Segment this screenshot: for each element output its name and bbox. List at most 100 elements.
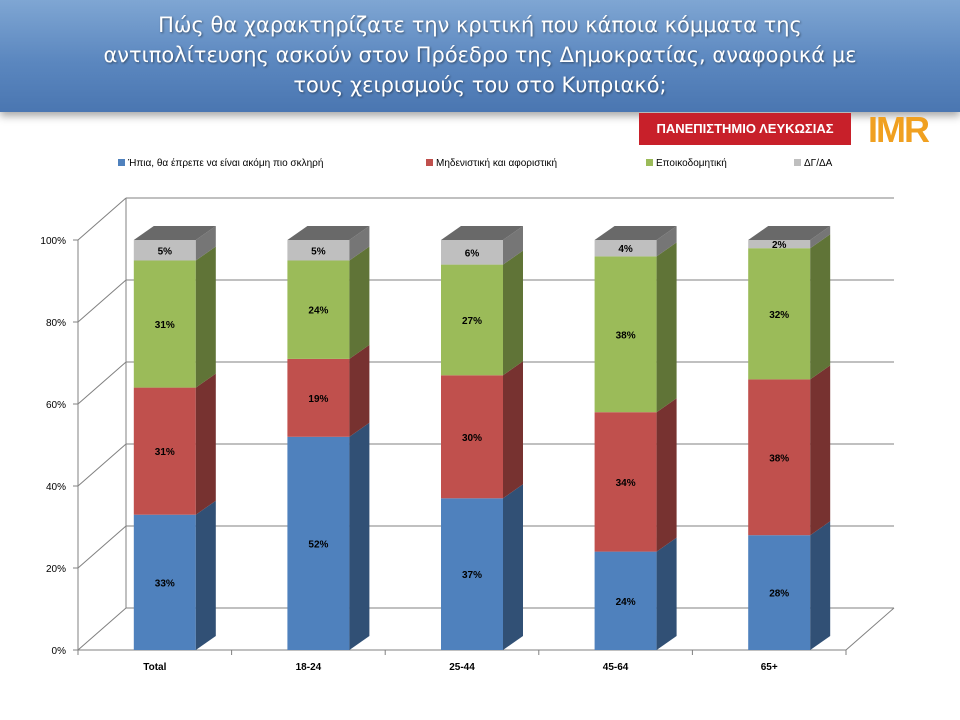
bar-segment (748, 248, 811, 380)
legend-swatch (794, 159, 801, 166)
bar-segment-side (656, 242, 677, 413)
y-tick-label: 60% (46, 400, 66, 411)
gridline-side (77, 361, 127, 405)
bar-top-cap (594, 226, 677, 240)
data-label: 5% (311, 246, 326, 257)
slide-title: Πώς θα χαρακτηρίζατε την κριτική που κάπ… (40, 10, 920, 100)
bar-stack-65+: 28% 38% 32% 2% (748, 226, 831, 650)
legend-swatch (118, 159, 125, 166)
bar-segment-side (810, 234, 831, 380)
bar-segment (133, 387, 196, 515)
bar-segment (594, 412, 657, 552)
gridline-side (77, 525, 127, 569)
bar-segment-side (195, 246, 216, 388)
data-label: 31% (155, 447, 175, 458)
bar-segment (594, 551, 657, 650)
bar-segment-side (656, 398, 677, 552)
data-label: 32% (769, 310, 789, 321)
legend-swatch (646, 159, 653, 166)
data-label: 38% (616, 330, 636, 341)
bar-segment-side (349, 246, 370, 359)
y-tick-label: 40% (46, 482, 66, 493)
x-tick-label: 45-64 (603, 662, 629, 673)
data-label: 27% (462, 316, 482, 327)
imr-logo: IMR (868, 109, 932, 150)
x-tick-label: 65+ (761, 662, 778, 673)
bar-segment-side (503, 361, 523, 499)
imr-logo-text: IMR (868, 109, 930, 150)
bar-segment-side (810, 521, 831, 650)
bar-segment-side (810, 365, 831, 536)
bar-stack-18-24: 52% 19% 24% 5% (287, 226, 370, 650)
bar-segment-side (349, 422, 370, 650)
x-tick-label: 25-44 (449, 662, 475, 673)
bar-top-cap (748, 226, 831, 240)
data-label: 24% (308, 306, 328, 317)
title-line-1: Πώς θα χαρακτηρίζατε την κριτική που κάπ… (158, 13, 802, 37)
bar-segment-side (503, 226, 523, 265)
bar-top-cap (441, 226, 523, 240)
bar-segment (748, 240, 811, 249)
bar-segment (287, 358, 350, 437)
gridline-side (77, 607, 127, 651)
stacked-bar-chart: Ήπια, θα έπρεπε να είναι ακόμη πιο σκληρ… (40, 157, 895, 673)
data-label: 5% (158, 246, 173, 257)
bar-segment-side (349, 344, 370, 437)
bar-segment (441, 240, 503, 265)
bar-segment-side (810, 226, 831, 249)
bar-segment-side (656, 226, 677, 257)
header-banner: Πώς θα χαρακτηρίζατε την κριτική που κάπ… (0, 0, 960, 112)
data-label: 34% (616, 478, 636, 489)
bars: 33% 31% 31% 5% 52% 19% 24% 5% 37% 30% 27% 6% 24% 34% 3… (133, 226, 831, 650)
title-line-2: αντιπολίτευσης ασκούν στον Πρόεδρο της Δ… (103, 43, 857, 67)
bar-segment (441, 498, 503, 650)
bar-segment (133, 260, 196, 388)
x-tick-label: Total (143, 662, 166, 673)
bar-stack-25-44: 37% 30% 27% 6% (441, 226, 523, 650)
data-label: 19% (308, 394, 328, 405)
data-label: 38% (769, 453, 789, 464)
data-label: 4% (618, 244, 633, 255)
chart-legend: Ήπια, θα έπρεπε να είναι ακόμη πιο σκληρ… (118, 157, 833, 169)
y-tick-label: 0% (52, 646, 67, 657)
legend-label: Ήπια, θα έπρεπε να είναι ακόμη πιο σκληρ… (127, 157, 323, 169)
bar-segment (287, 260, 350, 359)
data-label: 2% (772, 240, 787, 251)
y-tick-label: 80% (46, 318, 66, 329)
bar-segment (287, 436, 350, 650)
bar-segment-side (195, 500, 216, 650)
bar-segment (287, 240, 350, 261)
gridline-side (77, 279, 127, 323)
bar-top-cap (287, 226, 370, 240)
bar-segment-side (503, 484, 523, 650)
legend-label: ΔΓ/ΔΑ (804, 158, 833, 169)
data-label: 28% (769, 589, 789, 600)
bar-segment-side (195, 226, 216, 261)
data-label: 6% (465, 248, 480, 259)
bar-segment (133, 240, 196, 261)
legend-swatch (426, 159, 433, 166)
bar-segment (594, 240, 657, 257)
legend-label: Μηδενιστική και αφοριστική (436, 157, 557, 169)
legend-label: Εποικοδομητική (656, 157, 727, 169)
data-label: 24% (616, 597, 636, 608)
floor-right-edge (845, 607, 895, 651)
bar-segment (748, 535, 811, 650)
bar-segment (441, 375, 503, 499)
university-logo: ΠΑΝΕΠΙΣΤΗΜΙΟ ΛΕΥΚΩΣΙΑΣ (639, 113, 851, 145)
y-tick-label: 20% (46, 564, 66, 575)
title-line-3: τους χειρισμούς του στο Κυπριακό; (293, 73, 667, 97)
gridline-side (77, 443, 127, 487)
data-label: 37% (462, 570, 482, 581)
gridline-side (77, 197, 127, 241)
data-label: 31% (155, 320, 175, 331)
bar-segment-side (503, 250, 523, 376)
bar-segment (594, 256, 657, 413)
bar-stack-Total: 33% 31% 31% 5% (133, 226, 216, 650)
data-label: 33% (155, 578, 175, 589)
x-axis: Total 18-24 25-44 45-64 65+ (77, 650, 847, 673)
bar-segment-side (656, 537, 677, 650)
y-tick-label: 100% (40, 236, 66, 247)
bar-segment (748, 379, 811, 536)
bar-segment (133, 514, 196, 650)
